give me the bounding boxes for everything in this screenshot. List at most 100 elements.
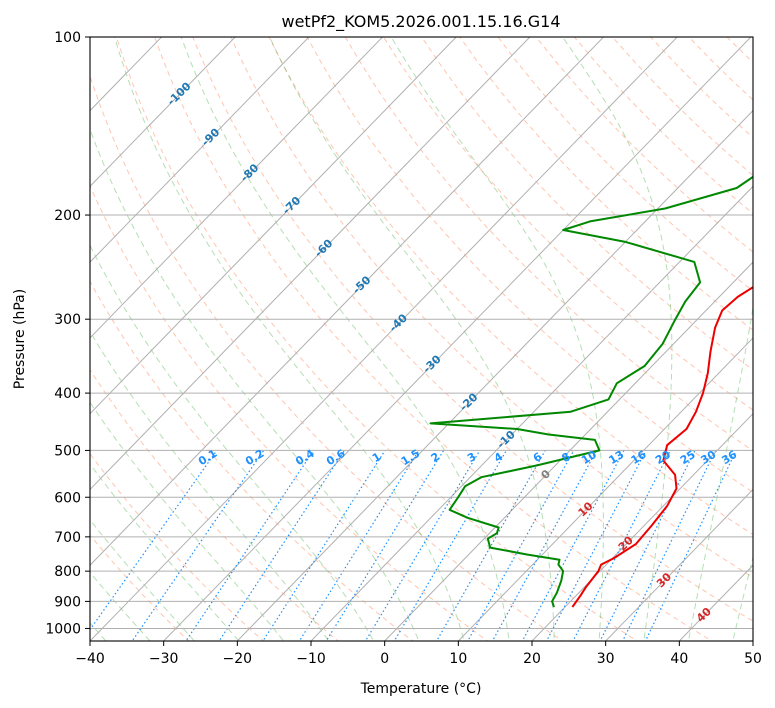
y-tick-label: 800 (54, 564, 81, 580)
moist-adiabat (390, 37, 604, 641)
y-tick-label: 500 (54, 443, 81, 459)
moist-adiabat (687, 304, 753, 641)
dewpoint-profile (429, 175, 753, 608)
y-tick-label: 200 (54, 208, 81, 224)
mixing-ratio-label: 1 (370, 450, 383, 465)
dry-adiabat (115, 37, 638, 641)
dry-adiabat (459, 37, 753, 331)
mixing-ratio-line (90, 450, 218, 631)
dry-adiabat (268, 37, 753, 536)
isotherm-line (90, 37, 310, 263)
dry-adiabat (90, 184, 489, 641)
dry-adiabat (612, 37, 753, 177)
dry-adiabat (765, 37, 775, 648)
dry-adiabat (90, 74, 564, 641)
mixing-ratio-line (521, 450, 625, 641)
isotherm-line (310, 185, 753, 641)
isotherm-line (752, 640, 753, 641)
moist-adiabat (114, 37, 465, 641)
mixing-ratio-line (572, 450, 671, 641)
mixing-ratio-line (218, 450, 345, 641)
isotherm-line (90, 37, 163, 112)
y-axis-label: Pressure (hPa) (12, 289, 28, 389)
mixing-ratio-line (599, 450, 696, 641)
mixing-ratio-line (467, 450, 575, 641)
dry-adiabat (192, 37, 753, 622)
chart-title: wetPf2_KOM5.2026.001.15.16.G14 (281, 12, 560, 32)
mixing-ratio-line (621, 450, 716, 641)
dry-adiabat (497, 37, 753, 292)
isotherm-line (90, 37, 236, 188)
x-tick-label: 50 (744, 651, 762, 667)
mixing-ratio-label: 6 (531, 450, 545, 465)
dry-adiabat (90, 452, 265, 641)
isotherm-line (90, 37, 384, 339)
mixing-ratio-line (325, 450, 445, 641)
isotherm-line (90, 37, 531, 491)
y-tick-label: 900 (54, 594, 81, 610)
moist-adiabat (180, 37, 510, 641)
y-tick-label: 600 (54, 490, 81, 506)
dry-adiabat (90, 280, 414, 641)
moist-adiabat (90, 330, 330, 641)
y-tick-label: 700 (54, 530, 81, 546)
mixing-ratio-line (364, 450, 481, 641)
x-tick-label: −10 (296, 651, 326, 667)
isotherm-line (604, 488, 753, 641)
dry-adiabat (230, 37, 753, 579)
isotherm-line (383, 261, 753, 641)
dry-adiabat (688, 37, 753, 101)
moist-adiabat (90, 463, 240, 641)
y-tick-label: 1000 (45, 621, 81, 637)
mixing-ratio-label: 0.6 (324, 447, 348, 469)
isotherm-line (90, 37, 457, 415)
line-labels: 0.1 0.2 0.4 0.6 1 1.5 2 3 4 6 8 10 13 16 20 25 30 36-100-… (165, 79, 740, 624)
dry-adiabat (726, 37, 753, 64)
x-axis-ticks: −40 −30 −20 −10 0 10 20 30 40 50 (75, 641, 762, 667)
mixing-ratio-label: 2 (429, 450, 442, 465)
y-tick-label: 300 (54, 312, 81, 328)
dry-adiabat (421, 37, 753, 371)
dry-adiabat (344, 37, 753, 452)
x-axis-label: Temperature (°C) (360, 681, 482, 697)
x-tick-label: −20 (223, 651, 253, 667)
moist-adiabat (90, 244, 375, 641)
moist-adiabat (90, 127, 420, 641)
profile-lines (429, 175, 753, 608)
y-tick-label: 100 (54, 30, 81, 46)
isotherm-line (236, 109, 753, 641)
moist-adiabat (732, 555, 753, 641)
x-tick-label: 0 (380, 651, 389, 667)
isotherm-line (162, 37, 752, 641)
x-tick-label: 40 (670, 651, 688, 667)
x-tick-label: −40 (75, 651, 105, 667)
y-tick-label: 400 (54, 386, 81, 402)
mixing-ratio-line (435, 450, 546, 641)
x-tick-label: 20 (523, 651, 541, 667)
isotherm-line (90, 37, 605, 566)
mixing-ratio-line (644, 450, 737, 641)
mixing-ratio-line (298, 450, 420, 641)
x-tick-label: 30 (597, 651, 615, 667)
pressure-gridlines (90, 37, 753, 629)
mixing-ratio-line (185, 450, 315, 641)
isotherm-line (90, 37, 678, 641)
x-tick-label: 10 (449, 651, 467, 667)
mixing-ratio-label: 0.4 (293, 447, 317, 469)
mixing-ratio-label: 3 (465, 450, 478, 465)
dry-adiabat (154, 37, 713, 641)
moist-adiabat (90, 401, 285, 641)
moist-adiabat (269, 37, 555, 641)
temperature-profile (571, 285, 753, 608)
mixing-ratio-line (131, 450, 265, 641)
isotherm-line (457, 337, 753, 641)
mixing-ratio-line (393, 450, 507, 641)
mixing-ratio-label: 4 (492, 450, 506, 465)
plot-frame (89, 36, 754, 642)
chart-background-lines (90, 37, 775, 648)
dry-adiabat (383, 37, 753, 411)
dry-adiabat (90, 368, 340, 641)
mixing-ratio-line (262, 450, 386, 641)
isotherm-line (531, 412, 753, 641)
